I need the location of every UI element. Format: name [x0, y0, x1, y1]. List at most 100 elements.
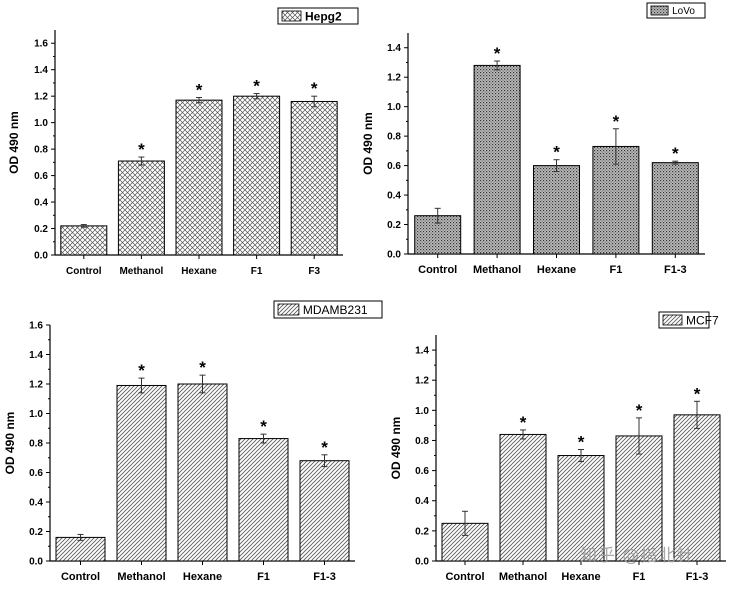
significance-marker: *	[494, 44, 501, 63]
y-tick-label: 0.8	[29, 439, 43, 450]
chart-panel-mcf7: 0.0 0.2 0.4 0.6 0.8 1.0 1.2 1.4 OD 490 nm Control…	[389, 311, 726, 583]
y-tick-label: 0.4	[29, 498, 43, 509]
x-tick-label: Control	[61, 571, 100, 583]
x-tick-label: Methanol	[117, 571, 165, 583]
bar-control	[60, 225, 108, 256]
x-tick-label: Control	[445, 571, 484, 583]
bar-hexane	[557, 455, 605, 562]
bar-control	[55, 536, 106, 562]
y-tick-label: 1.2	[29, 380, 43, 391]
significance-marker: *	[553, 143, 560, 162]
y-tick-label: 1.2	[387, 73, 401, 84]
bar-hexane	[177, 383, 228, 562]
legend-swatch	[281, 10, 302, 22]
y-tick-label: 1.4	[34, 65, 48, 76]
error-bar	[199, 374, 206, 394]
y-tick-label: 0.2	[34, 224, 48, 235]
error-bar	[612, 128, 619, 165]
y-tick-label: 1.4	[387, 43, 401, 54]
x-tick-label: Methanol	[473, 264, 521, 276]
error-bar	[77, 533, 84, 541]
chart-panel-lovo: 0.0 0.2 0.4 0.6 0.8 1.0 1.2 1.4 OD 490 nm Control…	[361, 2, 706, 276]
error-bar	[80, 224, 87, 228]
error-bar	[311, 95, 318, 108]
significance-marker: *	[260, 417, 267, 436]
bar-f1	[615, 435, 663, 562]
bar-f1	[238, 438, 289, 562]
x-tick-label: F1	[257, 571, 270, 583]
y-tick-label: 0.4	[387, 191, 401, 202]
significance-marker: *	[321, 438, 328, 457]
bar-f1-3	[651, 162, 699, 255]
y-tick-label: 0.0	[29, 557, 43, 568]
y-tick-label: 1.4	[415, 346, 429, 357]
bar-methanol	[499, 433, 547, 562]
x-tick-label: F1	[251, 266, 263, 277]
error-bar	[636, 417, 642, 455]
x-tick-label: Hexane	[561, 571, 600, 583]
significance-marker: *	[694, 384, 701, 403]
error-bar	[672, 160, 679, 165]
y-tick-label: 1.0	[34, 118, 48, 129]
chart-panel-mdamb231: 0.0 0.2 0.4 0.6 0.8 1.0 1.2 1.4 1.6 OD 490 nm Cont…	[3, 300, 383, 583]
error-bar	[553, 159, 560, 172]
y-axis-title: OD 490 nm	[389, 417, 403, 480]
significance-marker: *	[520, 413, 527, 432]
bar-methanol	[116, 384, 167, 562]
y-tick-label: 1.4	[29, 350, 43, 361]
y-tick-label: 0.4	[34, 198, 48, 209]
x-tick-label: Hexane	[181, 266, 217, 277]
x-tick-label: F1-3	[686, 571, 709, 583]
bar-methanol	[473, 64, 521, 255]
x-tick-label: Methanol	[119, 266, 163, 277]
chart-panel-hepg2: 0.0 0.2 0.4 0.6 0.8 1.0 1.2 1.4 1.6 OD 490 nm Cont…	[7, 7, 359, 277]
error-bar	[138, 377, 145, 394]
legend: Hepg2	[277, 7, 359, 25]
x-tick-label: Hexane	[537, 264, 576, 276]
y-tick-label: 0.4	[415, 496, 429, 507]
y-tick-label: 0.2	[387, 220, 401, 231]
y-axis-title: OD 490 nm	[361, 112, 375, 175]
legend-label: MDAMB231	[303, 303, 368, 317]
x-tick-label: Control	[66, 266, 102, 277]
error-bar	[578, 449, 584, 463]
bar-f1-3	[673, 414, 721, 562]
significance-marker: *	[672, 144, 679, 163]
significance-marker: *	[199, 358, 206, 377]
x-tick-label: F1-3	[313, 571, 336, 583]
y-tick-label: 0.2	[29, 527, 43, 538]
error-bar	[260, 433, 267, 444]
x-tick-label: Methanol	[499, 571, 547, 583]
bar-f1-3	[299, 460, 350, 562]
y-tick-label: 1.6	[29, 321, 43, 332]
y-tick-label: 1.6	[34, 39, 48, 50]
significance-marker: *	[613, 112, 620, 131]
error-bar	[196, 97, 202, 104]
legend-swatch	[650, 5, 669, 16]
error-bar	[694, 400, 700, 429]
legend: LoVo	[646, 2, 706, 19]
significance-marker: *	[138, 361, 145, 380]
y-tick-label: 1.2	[34, 92, 48, 103]
y-tick-label: 0.8	[387, 132, 401, 143]
y-tick-label: 0.2	[415, 526, 429, 537]
y-tick-label: 0.0	[415, 557, 429, 568]
y-tick-label: 0.8	[415, 436, 429, 447]
y-tick-label: 1.0	[387, 102, 401, 113]
y-tick-label: 1.0	[29, 409, 43, 420]
legend-swatch	[662, 314, 683, 326]
legend-label: MCF7	[686, 313, 719, 327]
legend-label: Hepg2	[305, 9, 342, 23]
significance-marker: *	[578, 433, 585, 452]
x-tick-label: Control	[418, 264, 457, 276]
y-axis-title: OD 490 nm	[7, 111, 21, 174]
error-bar	[462, 510, 468, 536]
significance-marker: *	[253, 77, 260, 96]
significance-marker: *	[636, 401, 643, 420]
bar-hexane	[533, 165, 580, 255]
y-tick-label: 0.6	[415, 466, 429, 477]
bar-hexane	[175, 99, 223, 256]
significance-marker: *	[311, 79, 318, 98]
x-tick-label: F1	[633, 571, 646, 583]
